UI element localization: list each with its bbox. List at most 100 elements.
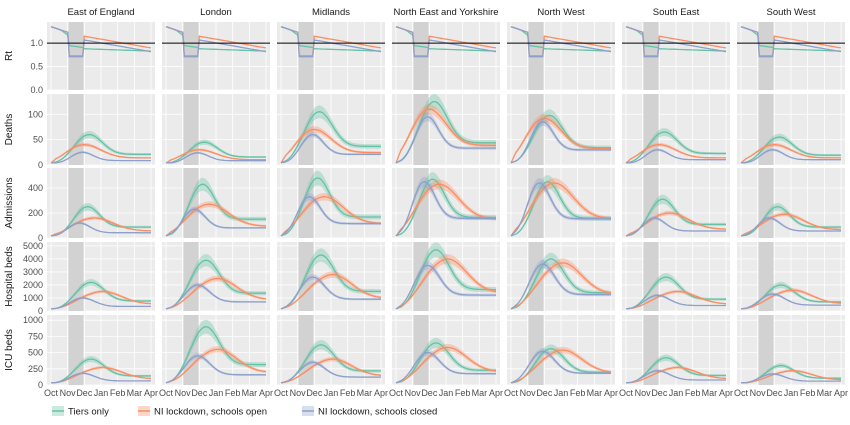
panel-deaths-midlands	[277, 94, 385, 166]
panel-rt-midlands	[277, 22, 385, 91]
line-tiers-only	[625, 198, 726, 237]
line-ni-lockdown-schools-closed	[510, 350, 611, 384]
legend: Tiers only NI lockdown, schools open NI lo…	[52, 406, 437, 418]
line-ni-lockdown-schools-open	[510, 262, 612, 310]
shaded-period	[413, 242, 429, 311]
line-ni-lockdown-schools-closed	[740, 149, 841, 164]
x-tick-mar: Mar	[357, 388, 373, 398]
line-ni-lockdown-schools-open	[165, 203, 266, 237]
shaded-period	[413, 315, 429, 385]
panel-rt-north-east-and-yorkshire	[392, 22, 500, 91]
shaded-period	[528, 168, 544, 238]
panel-rt-london	[162, 22, 270, 91]
x-tick-dec: Dec	[651, 388, 668, 398]
band-ni-lockdown-schools-open	[281, 126, 381, 164]
band-ni-lockdown-schools-closed	[166, 353, 266, 384]
panel-hospital-beds-south-east	[622, 242, 730, 312]
line-tiers-only	[395, 178, 496, 237]
line-ni-lockdown-schools-open	[510, 182, 612, 237]
x-tick-oct: Oct	[389, 388, 404, 398]
x-tick-feb: Feb	[800, 388, 816, 398]
line-ni-lockdown-schools-closed	[625, 294, 726, 310]
line-tiers-only	[50, 206, 151, 237]
line-ni-lockdown-schools-closed	[165, 208, 266, 237]
shaded-period	[68, 242, 84, 311]
panel-deaths-london	[162, 94, 270, 166]
legend-item-ni-lockdown-schools-closed: NI lockdown, schools closed	[302, 406, 437, 418]
band-ni-lockdown-schools-open	[741, 142, 841, 164]
panel-rt-north-west	[507, 22, 615, 91]
region-label-north-west: North West	[537, 7, 585, 18]
panel-deaths-north-west	[507, 94, 615, 166]
line-ni-lockdown-schools-closed	[280, 361, 381, 384]
line-ni-lockdown-schools-closed	[510, 263, 611, 310]
x-tick-apr: Apr	[144, 388, 158, 398]
panel-hospital-beds-midlands	[277, 242, 385, 312]
line-ni-lockdown-schools-closed	[740, 293, 841, 310]
y-tick-icu-beds-0: 0	[38, 380, 43, 390]
y-tick-hospital-beds-4000: 4000	[23, 254, 43, 264]
line-tiers-only	[280, 111, 381, 164]
band-ni-lockdown-schools-closed	[511, 348, 611, 384]
x-tick-feb: Feb	[455, 388, 471, 398]
y-tick-admissions-0: 0	[38, 233, 43, 243]
shaded-period	[68, 315, 84, 385]
x-tick-nov: Nov	[60, 388, 77, 398]
y-tick-deaths-100: 100	[28, 109, 43, 119]
x-tick-dec: Dec	[306, 388, 323, 398]
y-tick-icu-beds-500: 500	[28, 348, 43, 358]
band-tiers-only	[741, 203, 841, 237]
line-ni-lockdown-schools-open	[510, 117, 611, 164]
x-tick-nov: Nov	[175, 388, 192, 398]
panel-icu-beds-midlands: Oct Nov Dec Jan Feb Mar Apr	[274, 315, 388, 398]
panel-admissions-north-east-and-yorkshire	[392, 168, 500, 239]
band-ni-lockdown-schools-open	[51, 142, 151, 164]
shaded-period	[758, 168, 774, 238]
panel-icu-beds-north-east-and-yorkshire: Oct Nov Dec Jan Feb Mar Apr	[389, 315, 503, 398]
panel-deaths-south-west	[737, 94, 845, 166]
line-ni-lockdown-schools-open	[625, 366, 727, 384]
x-tick-feb: Feb	[570, 388, 586, 398]
line-ni-lockdown-schools-closed	[395, 116, 496, 164]
band-ni-lockdown-schools-closed	[166, 206, 266, 237]
x-tick-oct: Oct	[504, 388, 519, 398]
y-tick-admissions-200: 200	[28, 208, 43, 218]
line-ni-lockdown-schools-open	[395, 108, 496, 164]
x-tick-mar: Mar	[472, 388, 488, 398]
line-ni-lockdown-schools-open	[165, 277, 267, 310]
band-ni-lockdown-schools-closed	[281, 274, 381, 310]
line-ni-lockdown-schools-open	[740, 144, 841, 164]
row-label-icu-beds: ICU beds	[4, 329, 15, 371]
line-ni-lockdown-schools-open	[395, 258, 497, 310]
line-ni-lockdown-schools-closed	[280, 276, 381, 310]
band-tiers-only	[51, 130, 151, 164]
x-tick-nov: Nov	[750, 388, 767, 398]
line-ni-lockdown-schools-open	[50, 144, 151, 164]
y-tick-deaths-50: 50	[33, 135, 43, 145]
region-label-east-of-england: East of England	[67, 7, 134, 18]
line-ni-lockdown-schools-closed	[280, 133, 381, 164]
y-tick-hospital-beds-2000: 2000	[23, 280, 43, 290]
x-tick-jan: Jan	[439, 388, 454, 398]
panel-admissions-south-east	[622, 168, 730, 239]
line-ni-lockdown-schools-closed	[280, 196, 381, 237]
panel-icu-beds-north-west: Oct Nov Dec Jan Feb Mar Apr	[504, 315, 618, 398]
y-tick-rt-1-0: 1.0	[30, 38, 43, 48]
line-tiers-only	[395, 249, 496, 310]
x-tick-mar: Mar	[242, 388, 258, 398]
x-tick-oct: Oct	[274, 388, 289, 398]
band-tiers-only	[51, 278, 151, 310]
band-ni-lockdown-schools-closed	[396, 349, 496, 384]
x-tick-apr: Apr	[374, 388, 388, 398]
panel-deaths-south-east	[622, 94, 730, 166]
line-tiers-only	[395, 342, 496, 384]
panel-rt-south-west	[737, 22, 845, 91]
x-tick-feb: Feb	[110, 388, 126, 398]
panel-hospital-beds-north-east-and-yorkshire	[392, 242, 500, 312]
x-tick-oct: Oct	[159, 388, 174, 398]
line-ni-lockdown-schools-closed	[740, 217, 841, 237]
line-ni-lockdown-schools-closed	[625, 217, 726, 237]
panel-admissions-south-west	[737, 168, 845, 239]
line-ni-lockdown-schools-open	[625, 290, 727, 310]
